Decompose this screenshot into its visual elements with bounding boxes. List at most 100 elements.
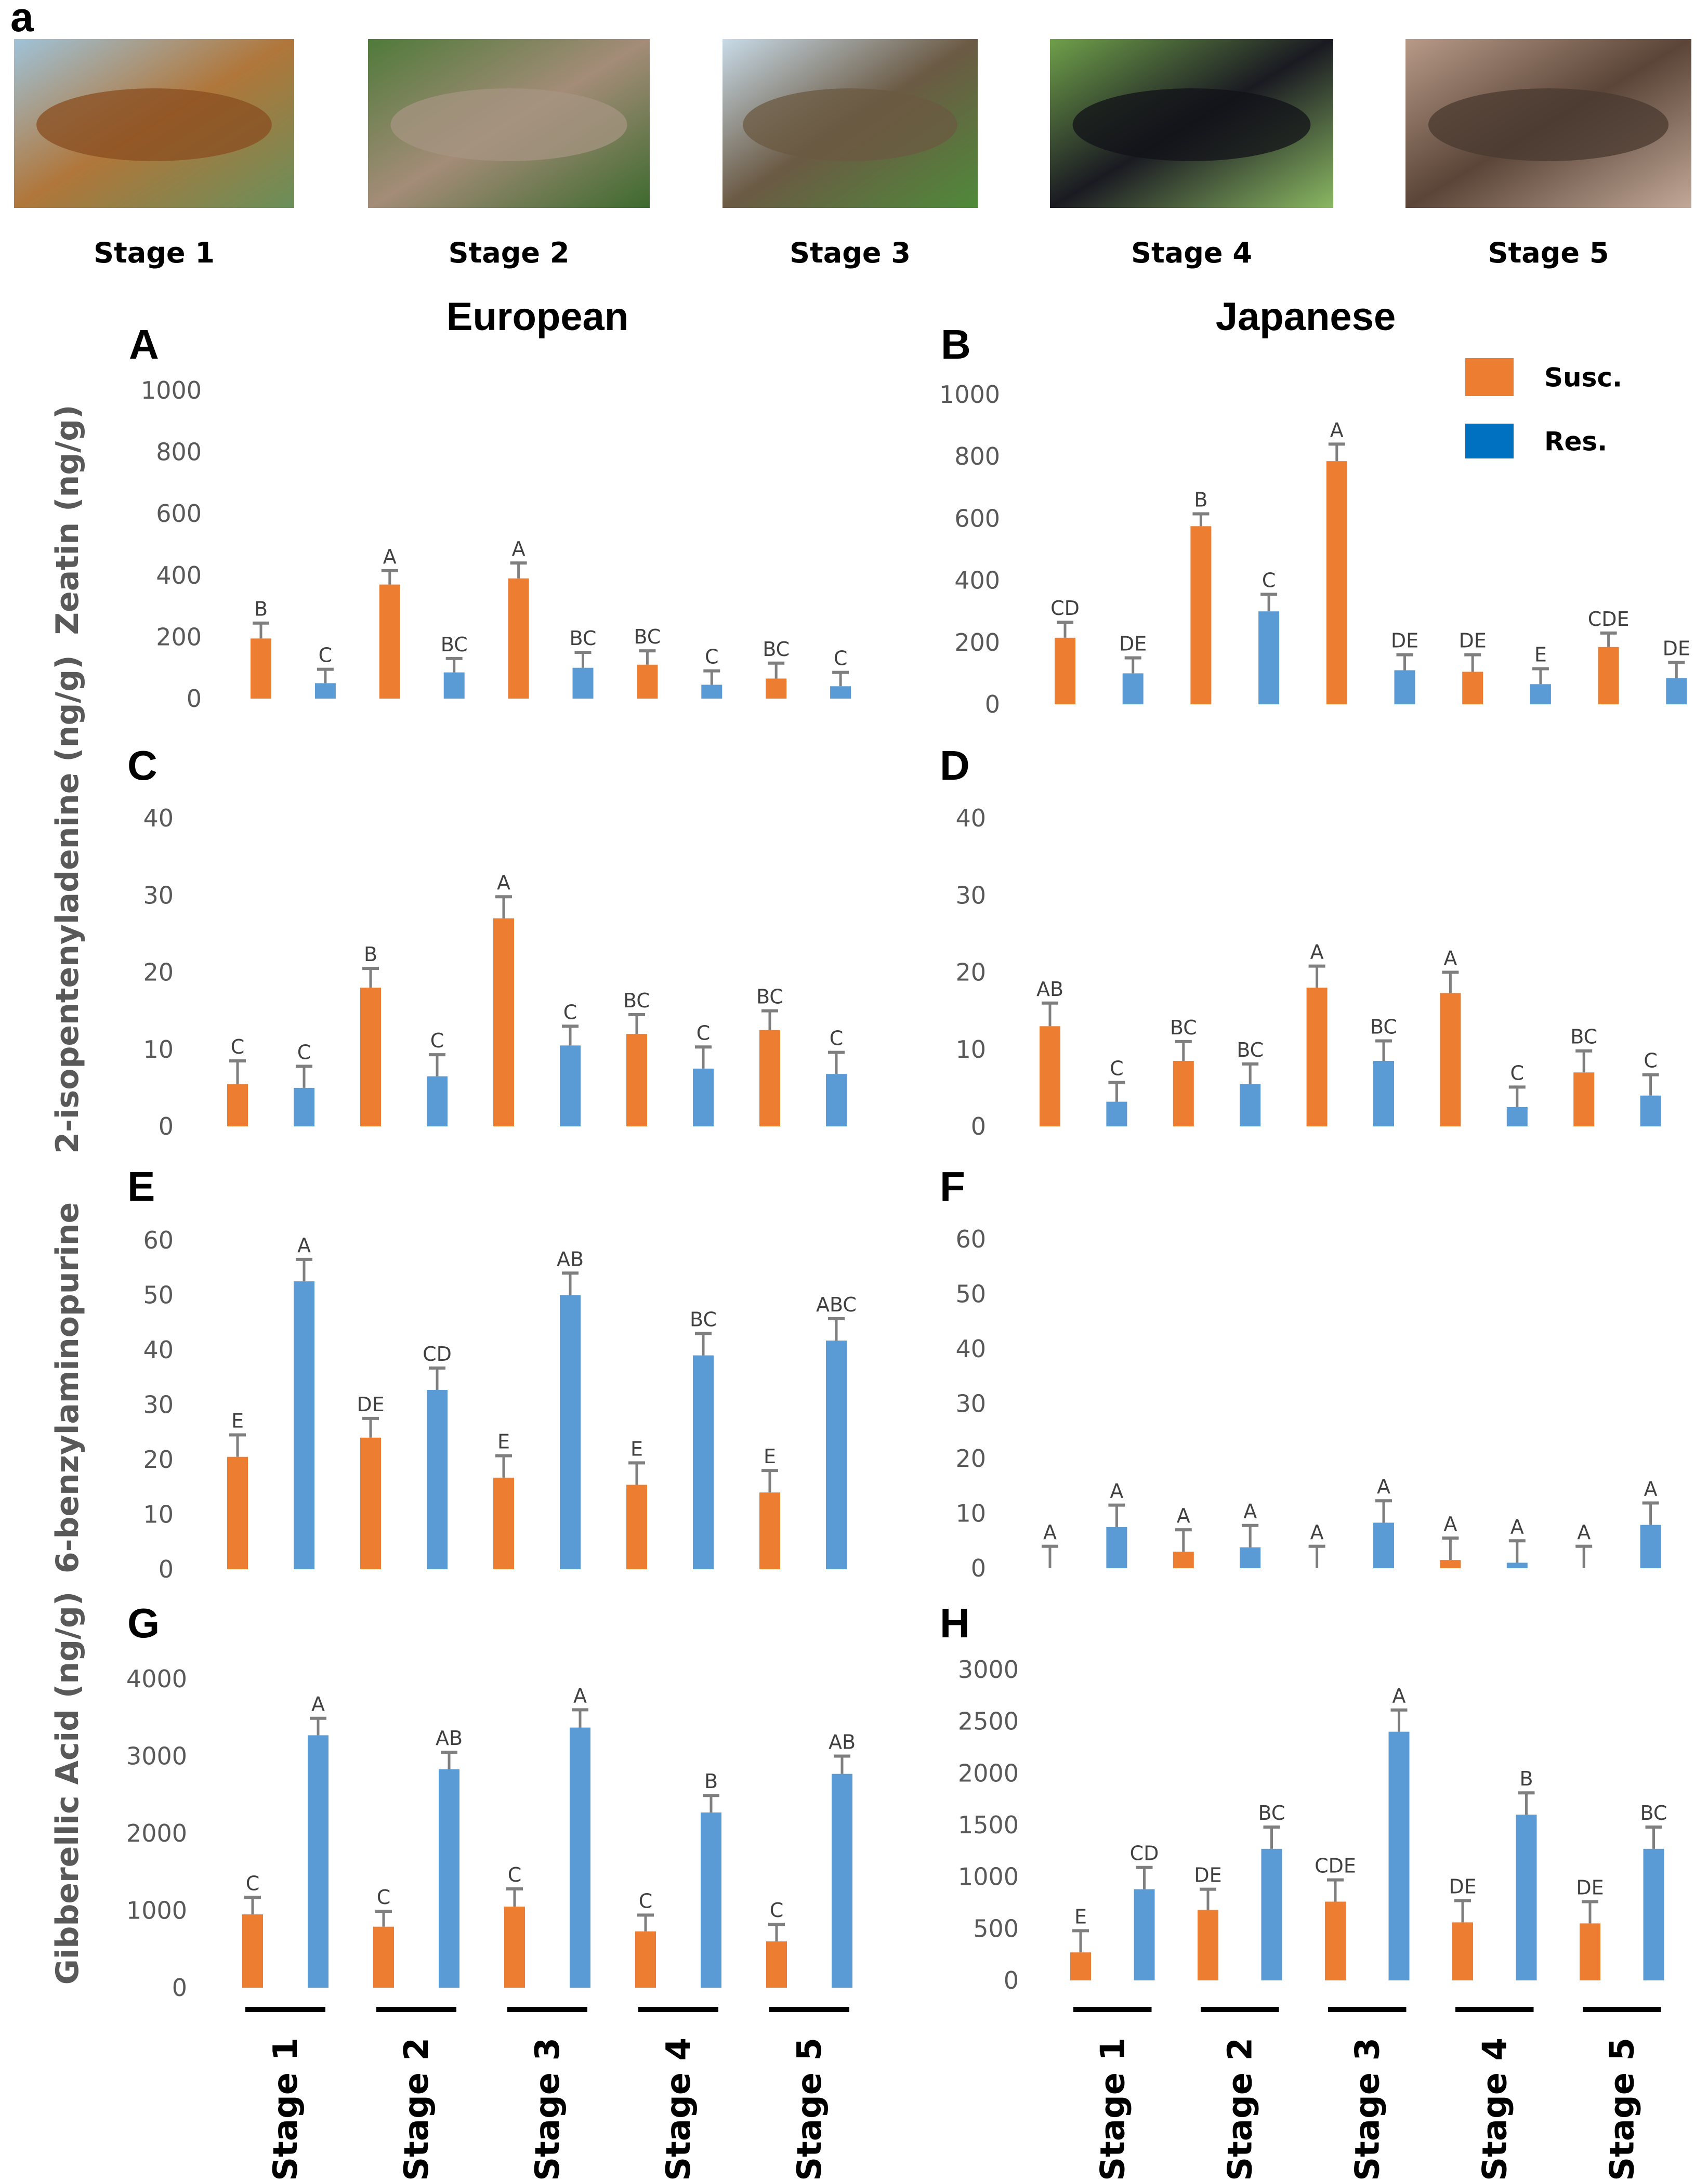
significance-letter: BC	[1370, 1015, 1397, 1038]
bar-res-stage-5	[1640, 1525, 1661, 1568]
bar-susc-stage-2	[379, 584, 400, 699]
stage-photo-1	[14, 39, 294, 208]
bar-susc-stage-3	[504, 1907, 525, 1988]
bar-susc-stage-2	[360, 1437, 381, 1569]
canker-shape	[743, 88, 957, 161]
bar-res-stage-5	[830, 686, 851, 699]
significance-letter: C	[697, 1021, 711, 1044]
y-tick-label: 0	[985, 690, 1000, 718]
y-tick-label: 4000	[126, 1665, 187, 1693]
bar-res-stage-3	[572, 667, 594, 699]
significance-letter: BC	[634, 625, 661, 648]
significance-letter: C	[1262, 569, 1276, 592]
significance-letter: BC	[1258, 1802, 1285, 1824]
bar-susc-stage-2	[1198, 1910, 1218, 1980]
bar-susc-stage-1	[242, 1914, 263, 1988]
significance-letter: B	[364, 943, 377, 966]
significance-letter: C	[508, 1863, 522, 1886]
y-tick-label: 40	[955, 804, 986, 832]
y-tick-label: 50	[143, 1281, 174, 1309]
significance-letter: A	[1177, 1504, 1190, 1527]
panel-label: B	[941, 321, 971, 367]
y-tick-label: 0	[971, 1112, 986, 1140]
significance-letter: BC	[756, 986, 783, 1008]
y-tick-label: 1000	[141, 376, 202, 404]
significance-letter: AB	[829, 1731, 856, 1754]
significance-letter: C	[1110, 1057, 1124, 1080]
bar-res-stage-4	[1516, 1815, 1537, 1980]
significance-letter: C	[639, 1889, 653, 1912]
bar-susc-stage-2	[1173, 1552, 1194, 1568]
y-tick-label: 1500	[958, 1811, 1019, 1839]
significance-letter: E	[764, 1445, 776, 1468]
bar-res-stage-2	[427, 1076, 448, 1126]
y-tick-label: 10	[955, 1500, 986, 1528]
stage-caption: Stage 4	[1131, 237, 1252, 269]
bar-res-stage-2	[1240, 1547, 1261, 1568]
x-stage-label: Stage 4	[660, 2038, 698, 2180]
legend-label: Res.	[1544, 427, 1607, 457]
bar-susc-stage-4	[1462, 672, 1483, 704]
significance-letter: AB	[1036, 978, 1063, 1001]
bar-susc-stage-4	[637, 664, 658, 699]
bar-susc-stage-3	[1325, 1901, 1346, 1980]
significance-letter: E	[630, 1437, 643, 1460]
significance-letter: DE	[357, 1393, 384, 1416]
y-tick-label: 0	[971, 1554, 986, 1582]
significance-letter: BC	[763, 638, 790, 661]
bar-susc-stage-1	[227, 1084, 248, 1126]
y-tick-label: 800	[954, 442, 1000, 470]
bar-res-stage-3	[560, 1045, 581, 1126]
y-axis-title: Zeatin (ng/g)	[49, 405, 86, 635]
y-tick-label: 60	[955, 1225, 986, 1253]
y-tick-label: 500	[973, 1914, 1019, 1942]
y-tick-label: 30	[955, 1390, 986, 1418]
significance-letter: DE	[1119, 633, 1147, 655]
bar-res-stage-5	[1666, 678, 1687, 704]
significance-letter: E	[1534, 643, 1547, 666]
y-tick-label: 600	[954, 504, 1000, 532]
y-tick-label: 0	[1004, 1966, 1019, 1994]
bar-res-stage-2	[443, 672, 465, 699]
stage-photo-3	[722, 39, 978, 208]
significance-letter: C	[430, 1029, 444, 1052]
bar-res-stage-4	[701, 1812, 721, 1988]
bar-susc-stage-3	[1326, 461, 1347, 704]
x-stage-label: Stage 5	[1603, 2038, 1641, 2180]
significance-letter: CD	[1130, 1842, 1159, 1865]
y-tick-label: 1000	[958, 1863, 1019, 1891]
panel-label: F	[940, 1163, 965, 1210]
significance-letter: E	[1074, 1905, 1087, 1928]
y-tick-label: 2500	[958, 1708, 1019, 1736]
bar-susc-stage-3	[1306, 988, 1328, 1126]
significance-letter: A	[1377, 1475, 1390, 1498]
significance-letter: DE	[1449, 1875, 1476, 1898]
bar-res-stage-1	[1122, 673, 1144, 704]
legend-swatch-susc	[1465, 358, 1514, 396]
y-tick-label: 800	[156, 438, 202, 466]
significance-letter: A	[1392, 1685, 1406, 1708]
significance-letter: BC	[1237, 1039, 1264, 1061]
x-stage-label: Stage 2	[398, 2038, 436, 2180]
stage-caption: Stage 3	[790, 237, 911, 269]
x-stage-label: Stage 2	[1221, 2038, 1259, 2180]
panel-label: D	[940, 742, 970, 789]
column-heading-european: European	[446, 295, 629, 339]
y-tick-label: 30	[143, 881, 174, 909]
bar-res-stage-4	[1530, 684, 1551, 704]
bar-res-stage-1	[294, 1281, 314, 1569]
bar-susc-stage-5	[1598, 647, 1619, 704]
y-tick-label: 3000	[958, 1656, 1019, 1684]
stage-photo-2	[368, 39, 650, 208]
bar-susc-stage-1	[1070, 1952, 1091, 1980]
significance-letter: A	[1330, 418, 1344, 441]
y-tick-label: 200	[156, 623, 202, 651]
bar-susc-stage-1	[251, 638, 271, 699]
y-tick-label: 10	[143, 1501, 174, 1529]
bar-res-stage-2	[1240, 1084, 1261, 1126]
canker-shape	[36, 88, 272, 161]
panel-label: G	[127, 1600, 160, 1646]
significance-letter: C	[1644, 1049, 1658, 1072]
